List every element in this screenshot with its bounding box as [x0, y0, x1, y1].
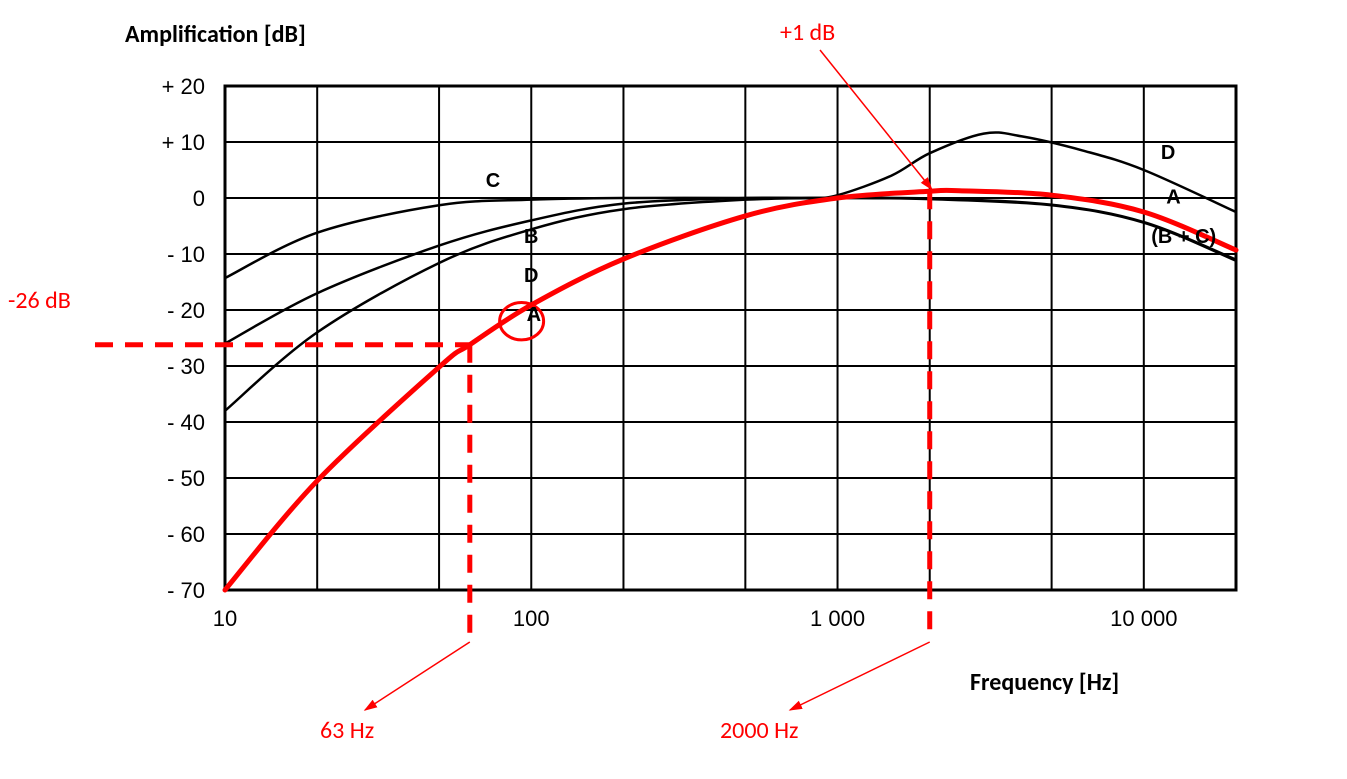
svg-text:A: A — [527, 304, 541, 326]
svg-text:(B + C): (B + C) — [1151, 226, 1216, 248]
svg-text:100: 100 — [513, 606, 550, 631]
svg-text:D: D — [1161, 142, 1175, 164]
svg-text:10 000: 10 000 — [1110, 606, 1177, 631]
svg-text:- 70: - 70 — [167, 578, 205, 603]
svg-text:10: 10 — [213, 606, 237, 631]
svg-text:B: B — [524, 226, 538, 248]
svg-text:1 000: 1 000 — [810, 606, 865, 631]
svg-text:- 50: - 50 — [167, 466, 205, 491]
weighting-curves-chart: + 20 + 10 0 - 10 - 20 - 30 - 40 - 50 - 60 - 70 10 1… — [0, 0, 1347, 779]
svg-text:0: 0 — [193, 186, 205, 211]
chart-page: Amplification [dB] Frequency [Hz] -26 dB… — [0, 0, 1347, 779]
svg-text:+ 10: + 10 — [162, 130, 205, 155]
svg-text:- 30: - 30 — [167, 354, 205, 379]
svg-text:- 10: - 10 — [167, 242, 205, 267]
svg-text:C: C — [486, 170, 500, 192]
svg-text:- 60: - 60 — [167, 522, 205, 547]
svg-text:+ 20: + 20 — [162, 74, 205, 99]
svg-text:- 40: - 40 — [167, 410, 205, 435]
svg-text:- 20: - 20 — [167, 298, 205, 323]
svg-text:A: A — [1166, 187, 1180, 209]
svg-text:D: D — [524, 265, 538, 287]
